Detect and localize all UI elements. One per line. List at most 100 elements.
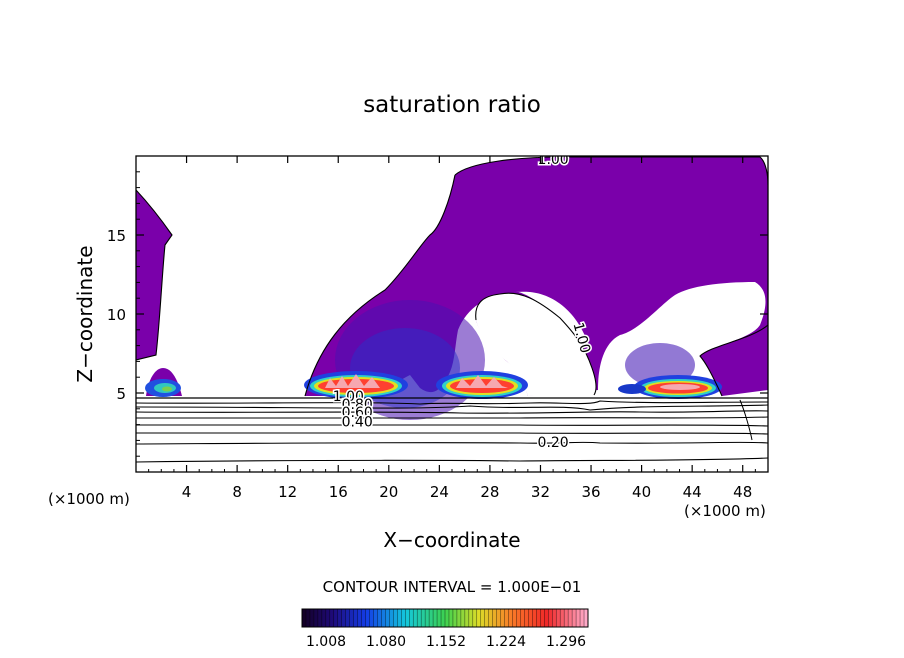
colorbar-swatch: [500, 609, 506, 627]
contour-line: [136, 404, 768, 411]
colorbar-swatch: [572, 609, 577, 627]
colorbar-swatch: [584, 609, 589, 627]
colorbar-swatch: [385, 609, 390, 627]
colorbar-swatch: [309, 609, 315, 627]
colorbar-swatch: [448, 609, 454, 627]
colorbar-swatch: [524, 609, 529, 627]
colorbar-swatch: [580, 609, 585, 627]
colorbar-swatch: [349, 609, 355, 627]
colorbar-tick-label: 1.296: [546, 634, 586, 650]
x-unit-label-left: (×1000 m): [48, 490, 130, 508]
colorbar-swatch: [413, 609, 418, 627]
colorbar-swatch: [452, 609, 458, 627]
y-axis-ticks: 5 10 15: [107, 171, 768, 457]
colorbar: [301, 608, 589, 628]
colorbar-swatch: [472, 609, 478, 627]
contour-line: [739, 399, 753, 441]
colorbar-swatch: [433, 609, 438, 627]
contour-1-00-west: [304, 174, 456, 397]
colorbar-swatch: [568, 609, 573, 627]
colorbar-swatch: [560, 609, 565, 627]
colorbar-swatch: [464, 609, 470, 627]
x-axis-ticks: 4 8 12 16 20 24 28 32 36 40 44 48: [148, 156, 756, 501]
contour-interval: CONTOUR INTERVAL = 1.000E−01: [323, 578, 582, 596]
colorbar-swatch: [496, 609, 502, 627]
x-axis-label: X−coordinate: [383, 528, 520, 552]
colorbar-swatch: [484, 609, 490, 627]
colorbar-swatch: [325, 609, 331, 627]
colorbar-swatch: [556, 609, 561, 627]
y-axis-label: Z−coordinate: [73, 245, 97, 382]
x-tick-label: 36: [581, 483, 600, 501]
colorbar-swatch: [504, 609, 510, 627]
x-tick-label: 16: [329, 483, 348, 501]
x-tick-label: 4: [182, 483, 192, 501]
contour-1-00-top: [454, 156, 768, 186]
colorbar-swatch: [437, 609, 442, 627]
colorbar-swatch: [321, 609, 327, 627]
colorbar-swatch: [508, 609, 514, 627]
colorbar-labels: 1.008 1.080 1.152 1.224 1.296: [306, 634, 586, 650]
colorbar-swatch: [532, 609, 537, 627]
colorbar-swatch: [401, 609, 406, 627]
contour-label: 0.80: [342, 397, 373, 413]
colorbar-frame: [301, 608, 589, 628]
contour-label: 1.00: [538, 152, 569, 168]
x-tick-label: 8: [232, 483, 242, 501]
colorbar-swatch: [516, 609, 521, 627]
contour-line: [136, 457, 768, 463]
colorbar-tick-label: 1.224: [486, 634, 526, 650]
contour-label: 1.00: [333, 389, 364, 405]
x-tick-label: 24: [430, 483, 449, 501]
contour-line: [136, 441, 768, 445]
colorbar-swatch: [381, 609, 386, 627]
colorbar-swatch: [512, 609, 517, 627]
colorbar-swatch: [520, 609, 525, 627]
contour-1-00-left: [136, 189, 173, 361]
colorbar-swatch: [552, 609, 557, 627]
contour-1-00-right: [699, 324, 768, 397]
colorbar-swatch: [329, 609, 335, 627]
colorbar-swatch: [341, 609, 347, 627]
y-tick-label: 5: [116, 385, 126, 403]
colorbar-swatch: [476, 609, 482, 627]
colorbar-swatch: [333, 609, 339, 627]
contour-line: [136, 416, 768, 419]
colorbar-swatch: [369, 609, 374, 627]
colorbar-swatch: [421, 609, 426, 627]
y-tick-label: 15: [107, 227, 126, 245]
colorbar-swatch: [393, 609, 398, 627]
colorbar-swatch: [488, 609, 494, 627]
colorbar-swatch: [357, 609, 363, 627]
colorbar-tick-label: 1.080: [366, 634, 406, 650]
colorbar-swatch: [377, 609, 382, 627]
colorbar-swatch: [397, 609, 402, 627]
colorbar-swatch: [445, 609, 450, 627]
colorbar-swatch: [361, 609, 367, 627]
colorbar-swatch: [365, 609, 371, 627]
colorbar-swatch: [302, 609, 307, 627]
colorbar-swatch: [389, 609, 394, 627]
colorbar-swatch: [409, 609, 414, 627]
colorbar-swatch: [345, 609, 351, 627]
contour-lines: [136, 156, 768, 463]
chart-title: saturation ratio: [363, 92, 541, 118]
colorbar-swatch: [317, 609, 323, 627]
colorbar-swatch: [405, 609, 410, 627]
contour-labels: 1.001.001.000.800.600.400.20: [331, 152, 594, 452]
colorbar-tick-label: 1.152: [426, 634, 466, 650]
colorbar-swatch: [544, 609, 549, 627]
colorbar-swatch: [480, 609, 486, 627]
colorbar-swatch: [460, 609, 466, 627]
colorbar-swatch: [576, 609, 581, 627]
contour-line: [136, 432, 768, 435]
colorbar-swatch: [305, 609, 311, 627]
plot-area: 1.001.001.000.800.600.400.20: [136, 152, 768, 463]
x-tick-label: 20: [379, 483, 398, 501]
cell-5: [618, 384, 646, 394]
colorbar-swatch: [528, 609, 533, 627]
colorbar-swatch: [548, 609, 553, 627]
contour-label: 0.40: [342, 414, 373, 430]
